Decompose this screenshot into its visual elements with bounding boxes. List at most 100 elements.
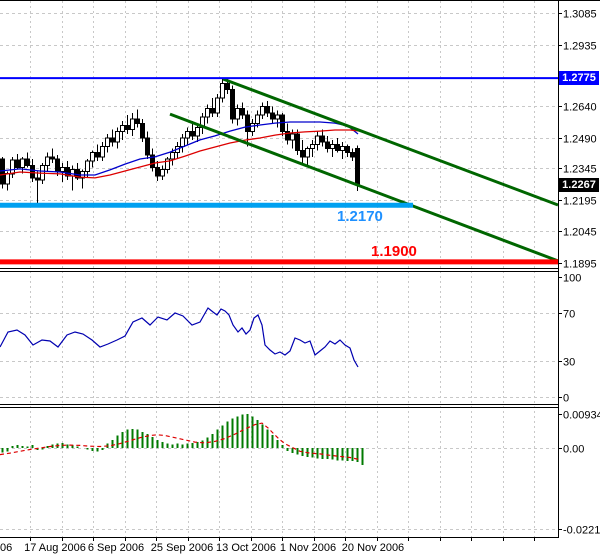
candle-body	[320, 135, 325, 143]
x-axis-date-label: 06	[0, 542, 12, 554]
price-axis-tick-label: 1.2195	[563, 196, 597, 208]
axis-labels-layer: 1.3085 1.2935 1.2775 1.2640 1.2490 1.2345 1.21…	[0, 9, 600, 555]
candle-body	[325, 141, 330, 149]
candle-body	[5, 173, 10, 185]
candle-body	[245, 114, 250, 133]
candle-body	[145, 137, 150, 156]
price-axis-tick-label: 1.3085	[563, 9, 597, 21]
series-layer	[0, 77, 559, 466]
candle-body	[70, 169, 75, 177]
candle-body	[110, 137, 115, 143]
x-axis-date-label: 1 Nov 2006	[280, 542, 336, 554]
candle-body	[165, 158, 170, 170]
macd-axis-tick-label: -0.0221	[563, 525, 600, 537]
candle-body	[185, 131, 190, 139]
oscillator-axis-tick-label: 70	[563, 309, 575, 321]
oscillator-line	[0, 307, 359, 368]
candle-body	[215, 97, 220, 114]
support-level-label: 1.2170	[337, 208, 383, 225]
candle-body	[135, 118, 140, 124]
oscillator-axis-tick-label: 30	[563, 357, 575, 369]
price-axis-tick-label: 1.2935	[563, 41, 597, 53]
candle-body	[160, 169, 165, 177]
candle-body	[275, 114, 280, 120]
candle-body	[115, 131, 120, 143]
candle-body	[65, 166, 70, 177]
candle-body	[100, 145, 105, 158]
macd-axis-tick-label: 0.00	[563, 444, 584, 456]
candle-body	[330, 143, 335, 150]
candle-body	[335, 143, 340, 152]
trendline	[169, 112, 559, 263]
candle-body	[125, 124, 130, 131]
candle-body	[240, 108, 245, 116]
trendline	[222, 77, 559, 207]
candle-body	[30, 164, 35, 179]
candle-body	[90, 152, 95, 162]
candle-body	[285, 131, 290, 141]
candle-body	[50, 156, 55, 160]
ma-fast-line	[0, 121, 359, 176]
candle-body	[85, 160, 90, 173]
candle-body	[350, 152, 355, 158]
candle-body	[130, 118, 135, 131]
macd-axis-tick-label: 0.00934	[563, 410, 600, 422]
x-axis-date-label: 20 Nov 2006	[342, 542, 404, 554]
candle-body	[250, 122, 255, 133]
x-axis-date-label: 6 Sep 2006	[88, 542, 144, 554]
candle-body	[225, 82, 230, 91]
price-axis-tick-label: 1.2490	[563, 134, 597, 146]
ma-slow-line	[0, 129, 361, 179]
candle-body	[255, 114, 260, 124]
candle-body	[155, 166, 160, 177]
candle-body	[265, 106, 270, 114]
candle-body	[300, 150, 305, 158]
price-axis-tick-label: 1.2045	[563, 227, 597, 239]
candles-group	[0, 78, 360, 205]
candle-body	[105, 137, 110, 147]
candle-body	[220, 82, 225, 99]
candle-body	[295, 133, 300, 152]
candle-body	[95, 152, 100, 158]
candle-body	[170, 152, 175, 160]
candle-body	[355, 148, 360, 186]
oscillator-axis-tick-label: 100	[563, 273, 581, 285]
candle-body	[25, 158, 30, 166]
candle-body	[0, 158, 5, 185]
candle-body	[140, 122, 145, 139]
candle-body	[230, 89, 235, 120]
candle-body	[195, 127, 200, 137]
candle-body	[205, 108, 210, 118]
candle-body	[315, 135, 320, 145]
price-axis-tick-label: 1.1895	[563, 259, 597, 271]
x-axis-date-label: 17 Aug 2006	[24, 542, 86, 554]
x-axis-date-label: 13 Oct 2006	[216, 542, 276, 554]
candle-body	[305, 148, 310, 158]
candle-body	[60, 166, 65, 173]
candle-body	[310, 143, 315, 150]
candle-body	[235, 108, 240, 120]
candle-body	[345, 145, 350, 154]
candle-body	[290, 133, 295, 141]
candle-body	[45, 156, 50, 166]
candle-body	[190, 131, 195, 137]
panel-borders-layer	[0, 0, 600, 541]
price-axis-tick-label: 1.2640	[563, 102, 597, 114]
candle-body	[10, 159, 15, 175]
candle-body	[340, 145, 345, 152]
x-axis-date-label: 25 Sep 2006	[151, 542, 213, 554]
macd-histogram-group	[1, 413, 364, 466]
candle-body	[120, 124, 125, 133]
candle-body	[150, 154, 155, 168]
price-axis-tick-label: 1.2345	[563, 164, 597, 176]
candle-body	[15, 159, 20, 169]
breakdown-level-label: 1.1900	[371, 243, 417, 260]
candle-body	[210, 108, 215, 114]
candle-body	[55, 158, 60, 173]
candle-body	[260, 106, 265, 116]
resistance-price-box: 1.2775	[559, 71, 599, 85]
candle-body	[180, 137, 185, 147]
candle-body	[20, 158, 25, 168]
last-price-box: 1.2267	[559, 178, 599, 192]
